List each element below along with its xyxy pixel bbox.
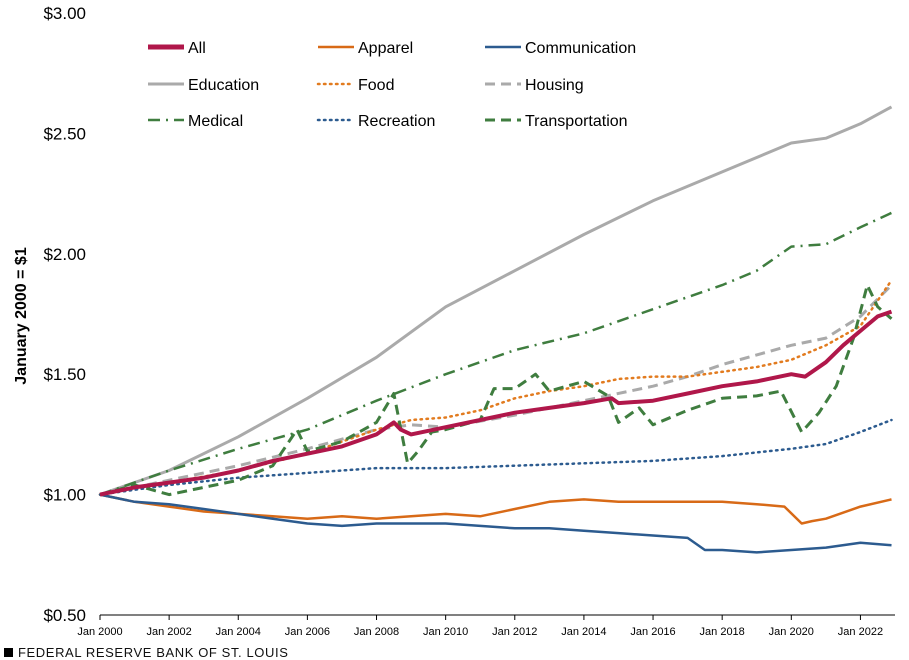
legend-item-medical: Medical — [148, 113, 243, 130]
footer-square-icon — [4, 648, 13, 657]
legend-label: Communication — [525, 40, 636, 57]
series-line-housing — [99, 284, 893, 497]
series-line-apparel — [99, 493, 892, 525]
series-layer — [98, 105, 893, 554]
footer-source: FEDERAL RESERVE BANK OF ST. LOUIS — [18, 645, 289, 660]
legend-item-all: All — [148, 40, 206, 57]
series-line-medical — [99, 211, 893, 496]
y-tick-label: $1.50 — [43, 365, 86, 384]
x-tick-label: Jan 2022 — [838, 626, 883, 638]
x-tick-label: Jan 2016 — [630, 626, 675, 638]
legend-item-education: Education — [148, 77, 259, 94]
x-tick-label: Jan 2002 — [146, 626, 191, 638]
legend: All Apparel Communication Education Food Hous… — [148, 40, 636, 130]
series-line-recreation — [98, 418, 893, 496]
y-axis-label: January 2000 = $1 — [13, 247, 30, 385]
x-tick-label: Jan 2020 — [769, 626, 814, 638]
legend-item-food: Food — [316, 77, 394, 94]
x-tick-label: Jan 2008 — [354, 626, 399, 638]
x-tick-label: Jan 2014 — [561, 626, 606, 638]
x-tick-label: Jan 2012 — [492, 626, 537, 638]
legend-label: Food — [358, 77, 394, 94]
axes: $0.50 $1.00 $1.50 $2.00 $2.50 $3.00 Jan 2000 Ja… — [43, 4, 895, 638]
x-tick-label: Jan 2010 — [423, 626, 468, 638]
legend-item-transportation: Transportation — [485, 113, 628, 130]
x-tick-label: Jan 2018 — [700, 626, 745, 638]
legend-item-communication: Communication — [485, 40, 636, 57]
legend-label: Apparel — [358, 40, 413, 57]
footer: FEDERAL RESERVE BANK OF ST. LOUIS — [4, 645, 288, 660]
series-line-all — [99, 309, 893, 497]
y-tick-label: $0.50 — [43, 606, 86, 625]
x-tick-label: Jan 2004 — [216, 626, 261, 638]
legend-item-recreation: Recreation — [316, 113, 435, 130]
legend-label: Recreation — [358, 113, 435, 130]
legend-label: Housing — [525, 77, 584, 94]
legend-label: All — [188, 40, 206, 57]
legend-item-apparel: Apparel — [318, 40, 413, 57]
x-tick-label: Jan 2006 — [285, 626, 330, 638]
x-tick-label: Jan 2000 — [77, 626, 122, 638]
y-tick-label: $1.00 — [43, 486, 86, 505]
y-tick-label: $2.00 — [43, 245, 86, 264]
y-tick-label: $2.50 — [43, 124, 86, 143]
series-line-transportation — [99, 283, 893, 497]
y-tick-label: $3.00 — [43, 4, 86, 23]
legend-item-housing: Housing — [485, 77, 584, 94]
legend-label: Transportation — [525, 113, 628, 130]
legend-label: Medical — [188, 113, 243, 130]
series-line-education — [99, 105, 893, 497]
series-line-communication — [99, 493, 892, 554]
legend-label: Education — [188, 77, 259, 94]
